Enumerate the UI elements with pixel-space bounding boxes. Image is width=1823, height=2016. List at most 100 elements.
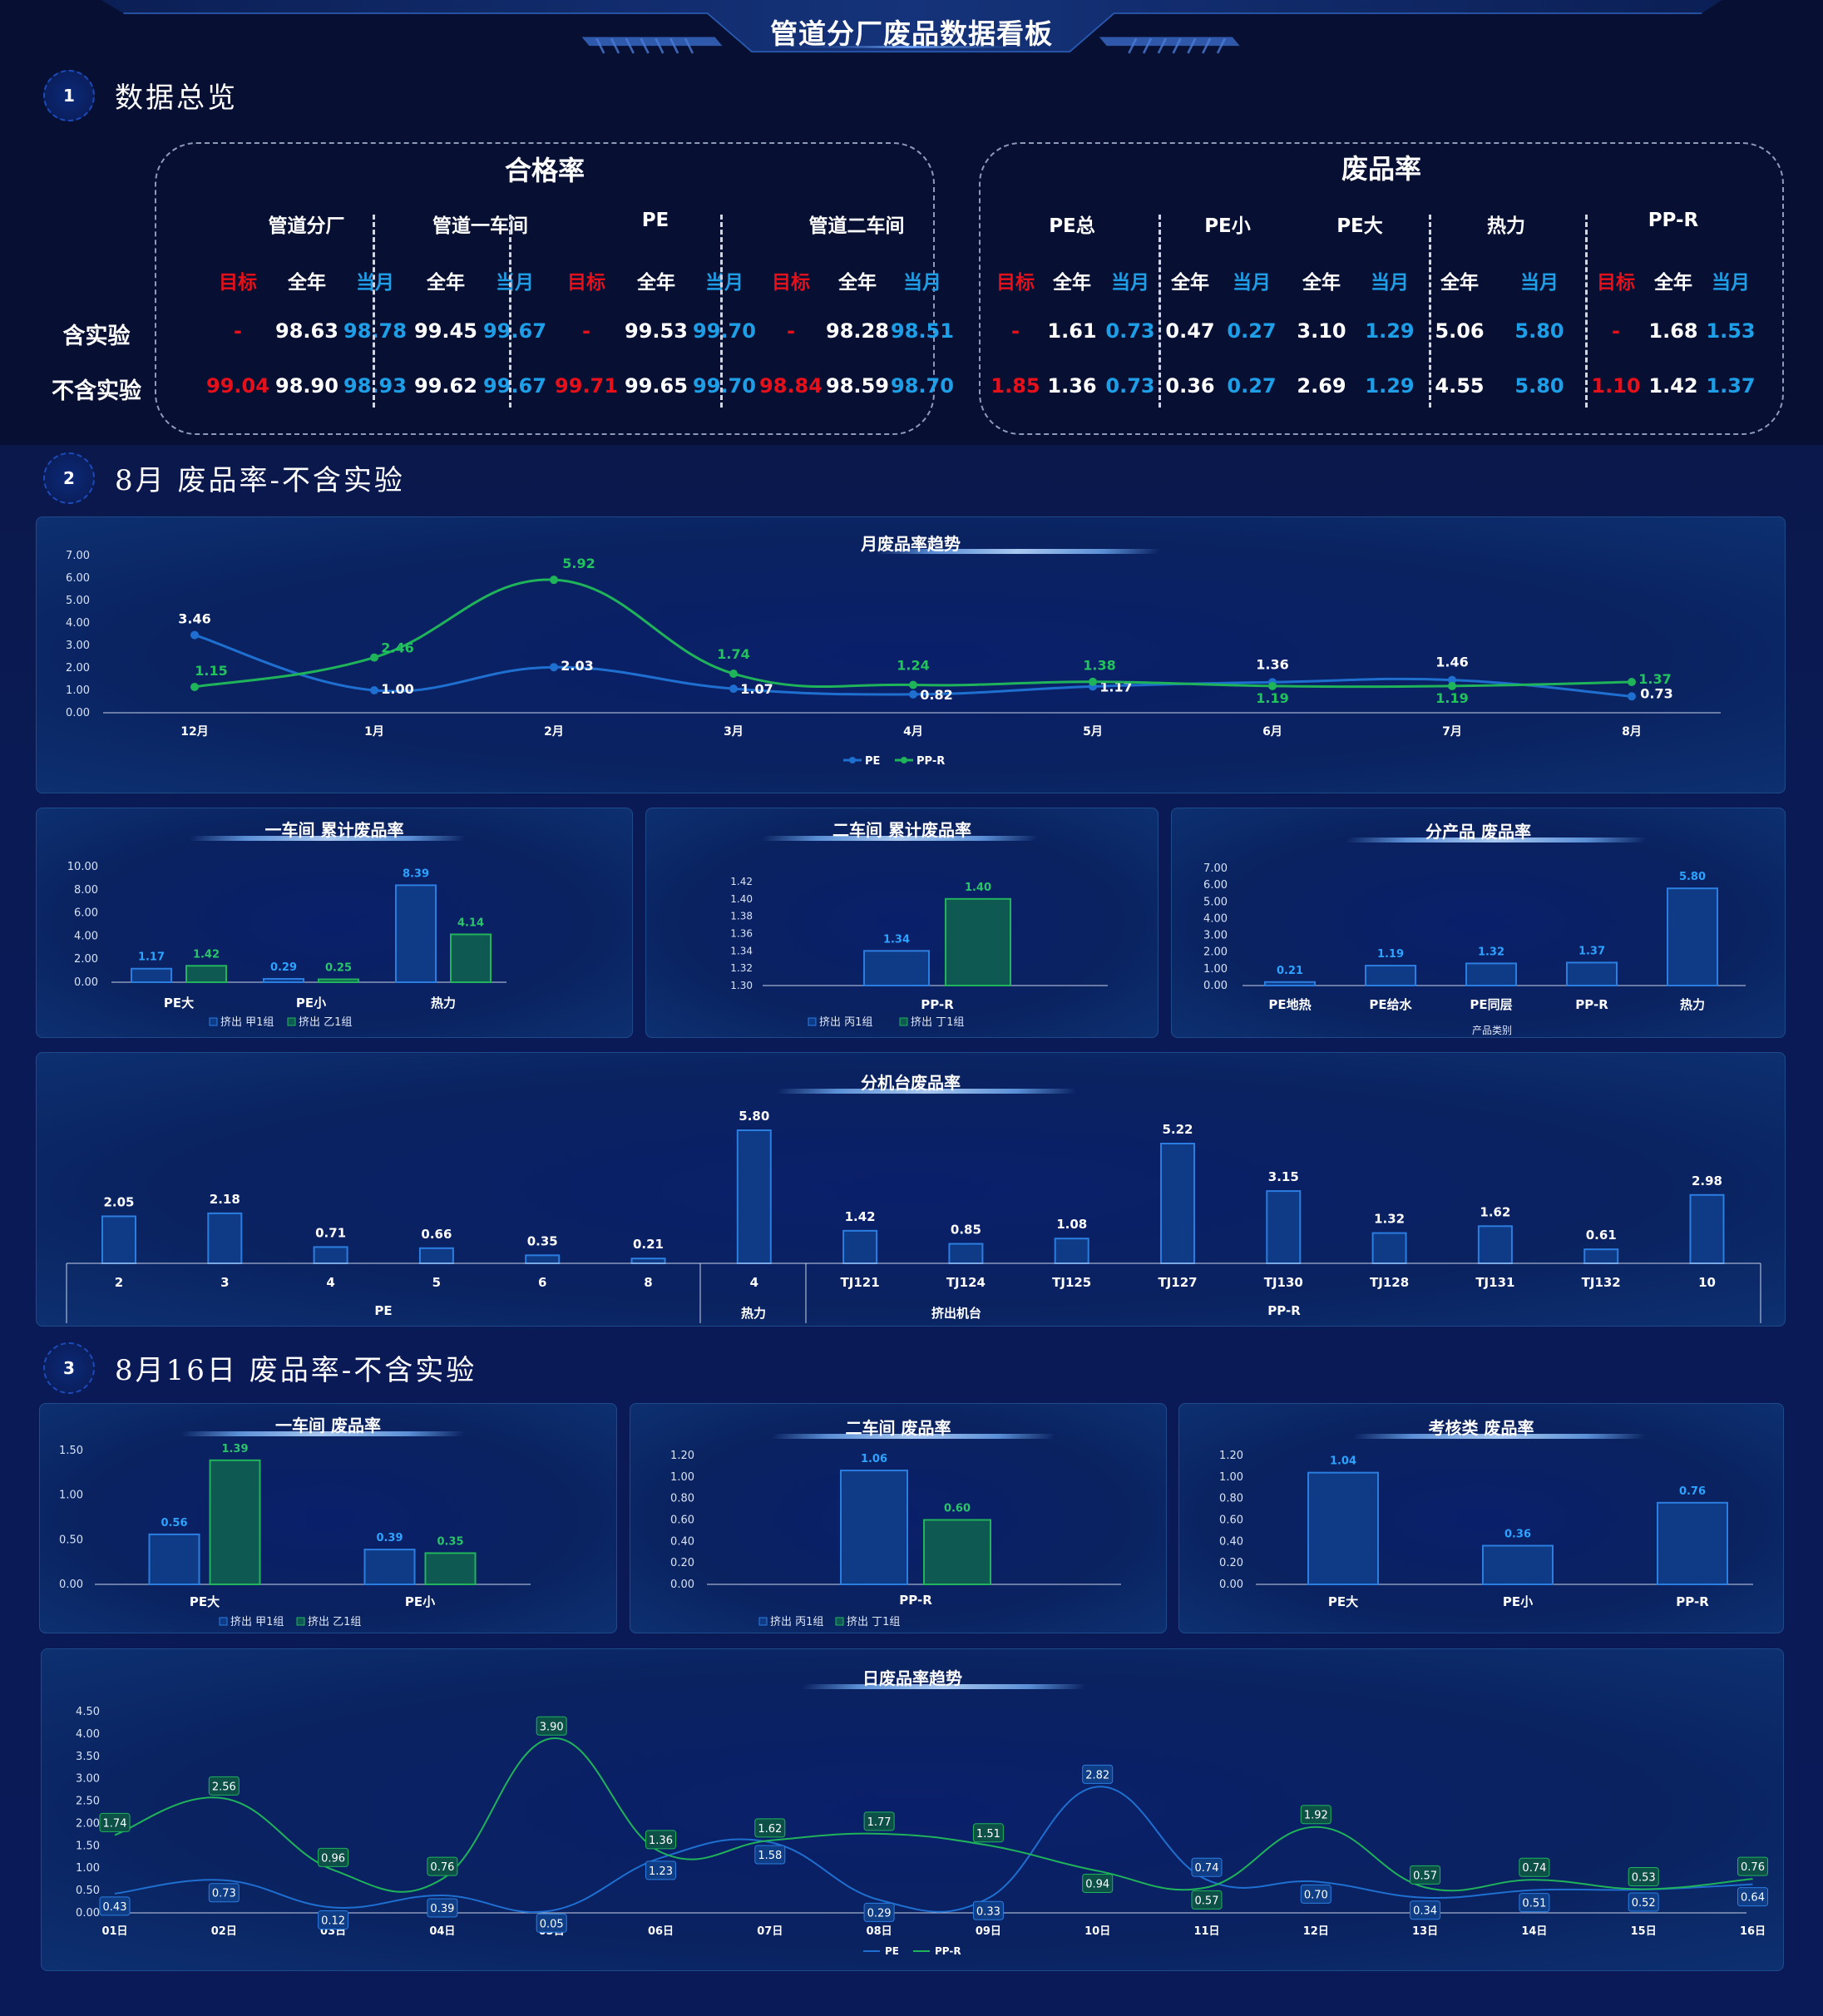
kpi-value: 1.61 bbox=[1047, 319, 1097, 343]
data-label-box bbox=[972, 1823, 1004, 1843]
y-tick-label: 6.00 bbox=[1203, 879, 1228, 892]
data-label: 1.58 bbox=[758, 1850, 782, 1862]
overview-band bbox=[0, 0, 1823, 445]
x-tick-label: 5月 bbox=[1083, 725, 1103, 739]
bar bbox=[923, 1519, 991, 1585]
x-tick-label: 2月 bbox=[544, 725, 564, 739]
legend-label: PP-R bbox=[935, 1945, 961, 1957]
data-label: 4.14 bbox=[457, 917, 484, 929]
legend-swatch bbox=[287, 1017, 296, 1026]
d3-panel: 考核类 废品率 1.20 1.00 0.80 0.60 0.40 0.20 0.00 PE大 1… bbox=[1178, 1403, 1784, 1633]
x-tick-label: 4 bbox=[750, 1275, 758, 1290]
bar bbox=[263, 977, 304, 983]
bar bbox=[1307, 1471, 1379, 1585]
x-tick-label: 6 bbox=[538, 1275, 546, 1290]
x-tick-label: PE给水 bbox=[1369, 997, 1412, 1012]
kpi-header: 全年 bbox=[427, 272, 465, 294]
bar bbox=[1657, 1501, 1728, 1585]
bar bbox=[424, 1552, 477, 1585]
kpi-header: 当月 bbox=[496, 272, 534, 294]
data-label: 0.71 bbox=[315, 1225, 346, 1240]
kpi-header: 目标 bbox=[996, 272, 1035, 294]
x-tick-label: PE同层 bbox=[1470, 997, 1512, 1012]
kpi-value: 98.59 bbox=[826, 374, 889, 398]
data-label: 0.34 bbox=[1413, 1905, 1437, 1918]
x-tick-label: TJ128 bbox=[1370, 1275, 1409, 1290]
y-tick-label: 1.20 bbox=[1219, 1450, 1243, 1462]
kpi-group-label: 管道二车间 bbox=[808, 215, 905, 237]
y-tick-label: 0.80 bbox=[1219, 1493, 1243, 1505]
kpi-value: 0.27 bbox=[1227, 319, 1277, 343]
x-tick-label: 13日 bbox=[1412, 1925, 1438, 1938]
data-point bbox=[729, 670, 738, 679]
kpi-header: 当月 bbox=[1712, 272, 1750, 294]
data-label-box bbox=[1519, 1893, 1550, 1913]
y-tick-label: 0.00 bbox=[59, 1579, 83, 1591]
kpi-value: 99.67 bbox=[483, 319, 546, 343]
data-label: 3.15 bbox=[1268, 1169, 1299, 1184]
data-label: 0.52 bbox=[1632, 1897, 1656, 1910]
x-tick-label: 12日 bbox=[1303, 1925, 1329, 1938]
y-tick-label: 0.40 bbox=[670, 1535, 694, 1548]
series-line-PP-R bbox=[194, 578, 1633, 689]
chart-title: 月废品率趋势 bbox=[861, 534, 961, 554]
x-tick-label: 6月 bbox=[1262, 725, 1282, 739]
data-label: 0.85 bbox=[951, 1223, 981, 1238]
data-point bbox=[1089, 677, 1097, 686]
kpi-header: 目标 bbox=[219, 272, 257, 294]
y-tick-label: 6.00 bbox=[66, 572, 90, 585]
data-label: 1.08 bbox=[1056, 1217, 1087, 1232]
legend-swatch bbox=[209, 1017, 218, 1026]
kpi-header: 全年 bbox=[1053, 272, 1091, 294]
kpi-value: 1.68 bbox=[1648, 319, 1698, 343]
legend-marker bbox=[849, 757, 856, 763]
kpi-value: 98.28 bbox=[826, 319, 889, 343]
x-tick-label: TJ127 bbox=[1158, 1275, 1197, 1290]
x-tick-label: TJ132 bbox=[1582, 1275, 1621, 1290]
pass-rate-title: 合格率 bbox=[504, 155, 585, 186]
data-label: 2.46 bbox=[381, 640, 413, 656]
x-tick-label: 8月 bbox=[1622, 725, 1642, 739]
kpi-value: 99.70 bbox=[693, 319, 756, 343]
bar bbox=[948, 1243, 984, 1265]
y-tick-label: 3.00 bbox=[66, 640, 90, 652]
data-label: 1.42 bbox=[845, 1209, 876, 1224]
data-label-box bbox=[1082, 1764, 1114, 1784]
data-label: 0.76 bbox=[1679, 1485, 1706, 1498]
data-label: 1.19 bbox=[1435, 690, 1468, 706]
data-label-box bbox=[972, 1900, 1004, 1920]
data-point bbox=[1628, 678, 1636, 687]
y-tick-label: 1.40 bbox=[730, 893, 753, 905]
y-tick-label: 3.00 bbox=[76, 1773, 100, 1786]
kpi-group-label: PE大 bbox=[1336, 215, 1383, 237]
data-label: 0.21 bbox=[1277, 965, 1303, 977]
data-label: 0.73 bbox=[212, 1888, 236, 1900]
data-point bbox=[909, 680, 917, 689]
legend-swatch bbox=[758, 1617, 768, 1626]
data-label: 0.39 bbox=[376, 1532, 403, 1544]
x-tick-label: PE大 bbox=[164, 996, 194, 1010]
kpi-value: 99.71 bbox=[555, 374, 618, 398]
scrap-rate-box bbox=[979, 142, 1784, 435]
x-tick-label: 10日 bbox=[1084, 1925, 1110, 1938]
bar bbox=[1477, 1225, 1513, 1265]
data-label: 0.74 bbox=[1195, 1862, 1219, 1875]
kpi-value: 1.29 bbox=[1365, 374, 1415, 398]
y-tick-label: 1.32 bbox=[730, 962, 753, 974]
data-label: 0.61 bbox=[1586, 1228, 1617, 1243]
kpi-value: 98.90 bbox=[275, 374, 338, 398]
kpi-group-label: 热力 bbox=[1487, 215, 1525, 237]
data-label: 0.82 bbox=[920, 687, 952, 703]
kpi-value: - bbox=[787, 319, 795, 343]
x-tick-label: 8 bbox=[644, 1275, 652, 1290]
data-label-box bbox=[318, 1910, 349, 1930]
x-tick-label: 5 bbox=[432, 1275, 441, 1290]
chart-title: 分机台废品率 bbox=[861, 1073, 961, 1093]
pass-rate-box bbox=[155, 142, 935, 435]
data-label: 0.21 bbox=[633, 1237, 664, 1252]
y-tick-label: 0.00 bbox=[74, 976, 98, 989]
y-tick-label: 2.50 bbox=[76, 1796, 100, 1808]
data-label-box bbox=[863, 1902, 895, 1922]
kpi-divider bbox=[1585, 215, 1588, 408]
section-badge: 2 bbox=[43, 452, 95, 504]
